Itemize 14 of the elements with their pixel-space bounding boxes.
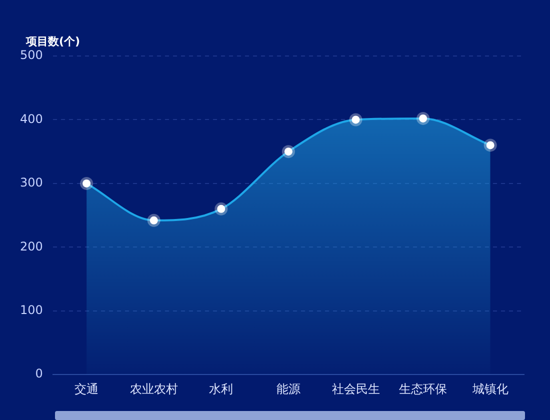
x-tick-label: 交通 xyxy=(74,382,99,396)
y-tick-label: 500 xyxy=(20,48,43,62)
x-tick-label: 生态环保 xyxy=(399,382,448,396)
y-tick-label: 400 xyxy=(20,112,43,126)
x-tick-label: 能源 xyxy=(276,382,300,396)
y-tick-label: 100 xyxy=(20,303,43,318)
x-tick-label: 水利 xyxy=(209,382,234,396)
y-tick-label: 300 xyxy=(20,176,43,190)
y-axis-title: 项目数(个) xyxy=(25,34,80,48)
x-tick-label: 城镇化 xyxy=(471,382,508,396)
x-tick-label: 农业农村 xyxy=(130,382,178,396)
y-tick-label: 0 xyxy=(35,366,43,381)
x-tick-label: 社会民生 xyxy=(332,382,380,396)
y-tick-label: 200 xyxy=(20,239,43,254)
